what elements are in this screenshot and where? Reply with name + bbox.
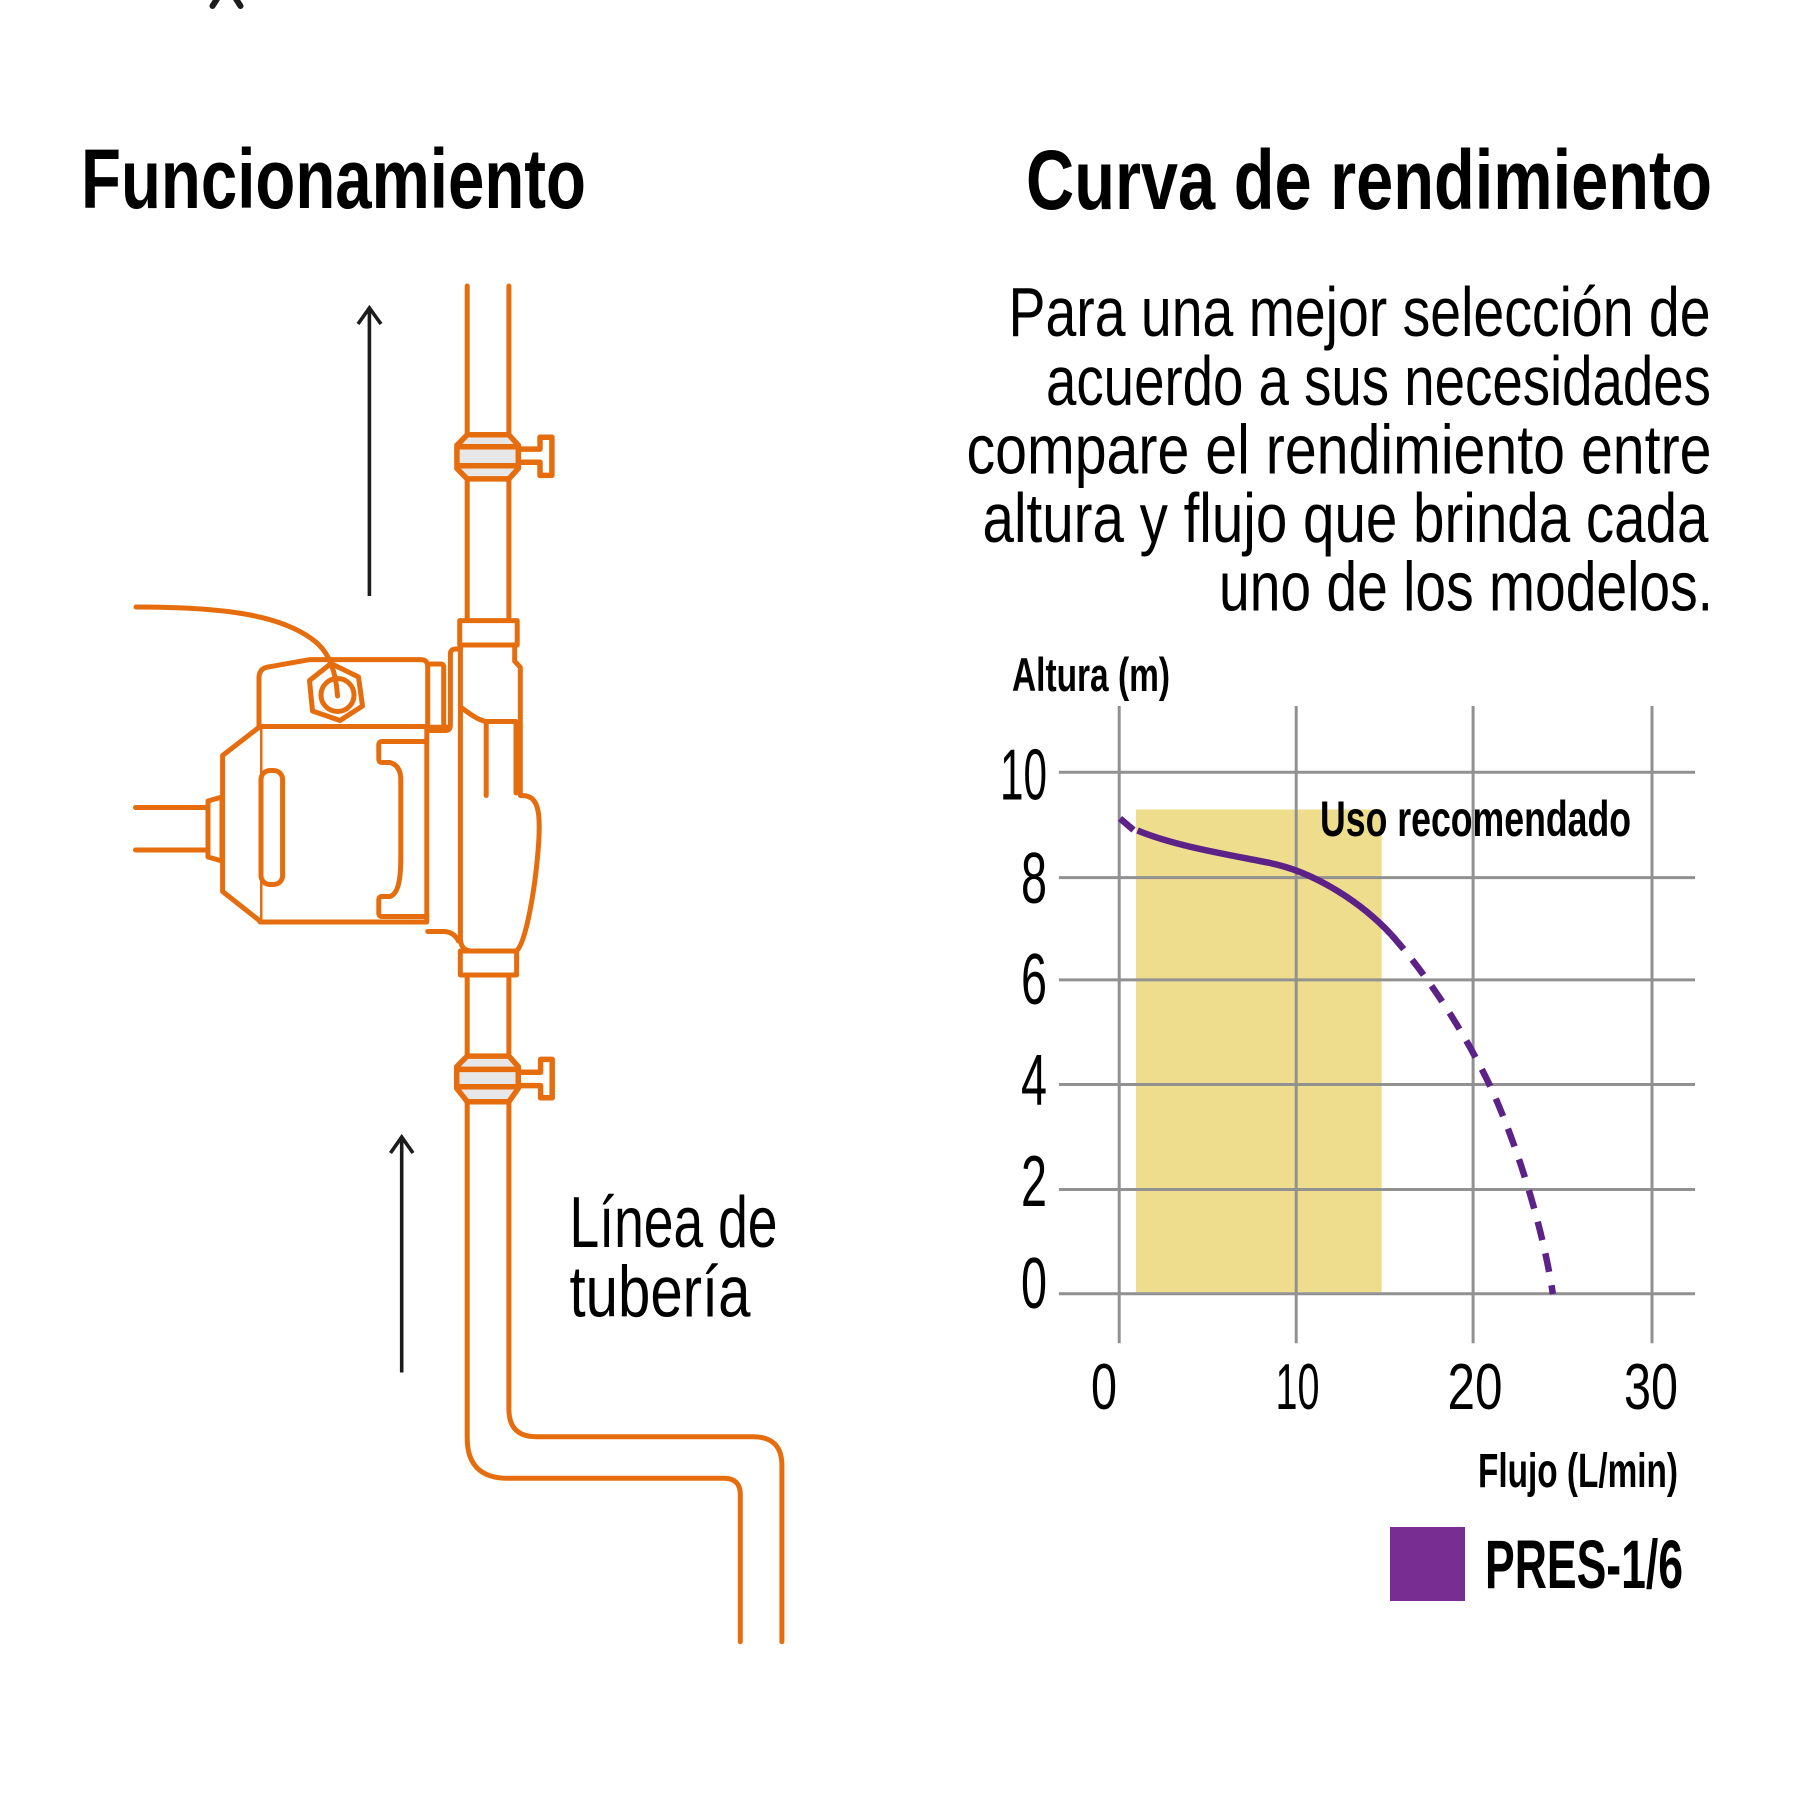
svg-text:10: 10 (1276, 1350, 1320, 1423)
svg-text:tubería: tubería (570, 1253, 752, 1333)
svg-text:altura y flujo que brinda cada: altura y flujo que brinda cada (983, 479, 1709, 557)
svg-text:Línea de: Línea de (570, 1183, 778, 1263)
svg-text:uno de los modelos.: uno de los modelos. (1219, 548, 1713, 626)
svg-text:Altura (m): Altura (m) (1012, 648, 1170, 701)
svg-text:6: 6 (1021, 940, 1047, 1020)
svg-text:20: 20 (1448, 1350, 1503, 1423)
svg-text:Funcionamiento: Funcionamiento (81, 132, 586, 226)
svg-text:10: 10 (1000, 736, 1047, 816)
svg-text:PRES-1/6: PRES-1/6 (1485, 1526, 1683, 1603)
svg-text:compare el rendimiento entre: compare el rendimiento entre (967, 410, 1712, 488)
svg-text:4: 4 (1021, 1041, 1047, 1121)
svg-text:Para una mejor selección de: Para una mejor selección de (1009, 273, 1711, 351)
svg-text:Curva de rendimiento: Curva de rendimiento (1026, 133, 1712, 227)
svg-text:Flujo (L/min): Flujo (L/min) (1478, 1445, 1678, 1498)
svg-text:0: 0 (1091, 1350, 1117, 1423)
svg-text:acuerdo a sus necesidades: acuerdo a sus necesidades (1046, 342, 1711, 420)
svg-text:2: 2 (1021, 1142, 1047, 1222)
svg-text:30: 30 (1624, 1350, 1678, 1423)
svg-text:Uso recomendado: Uso recomendado (1320, 791, 1631, 847)
svg-text:0: 0 (1021, 1244, 1047, 1324)
svg-text:8: 8 (1021, 839, 1047, 919)
